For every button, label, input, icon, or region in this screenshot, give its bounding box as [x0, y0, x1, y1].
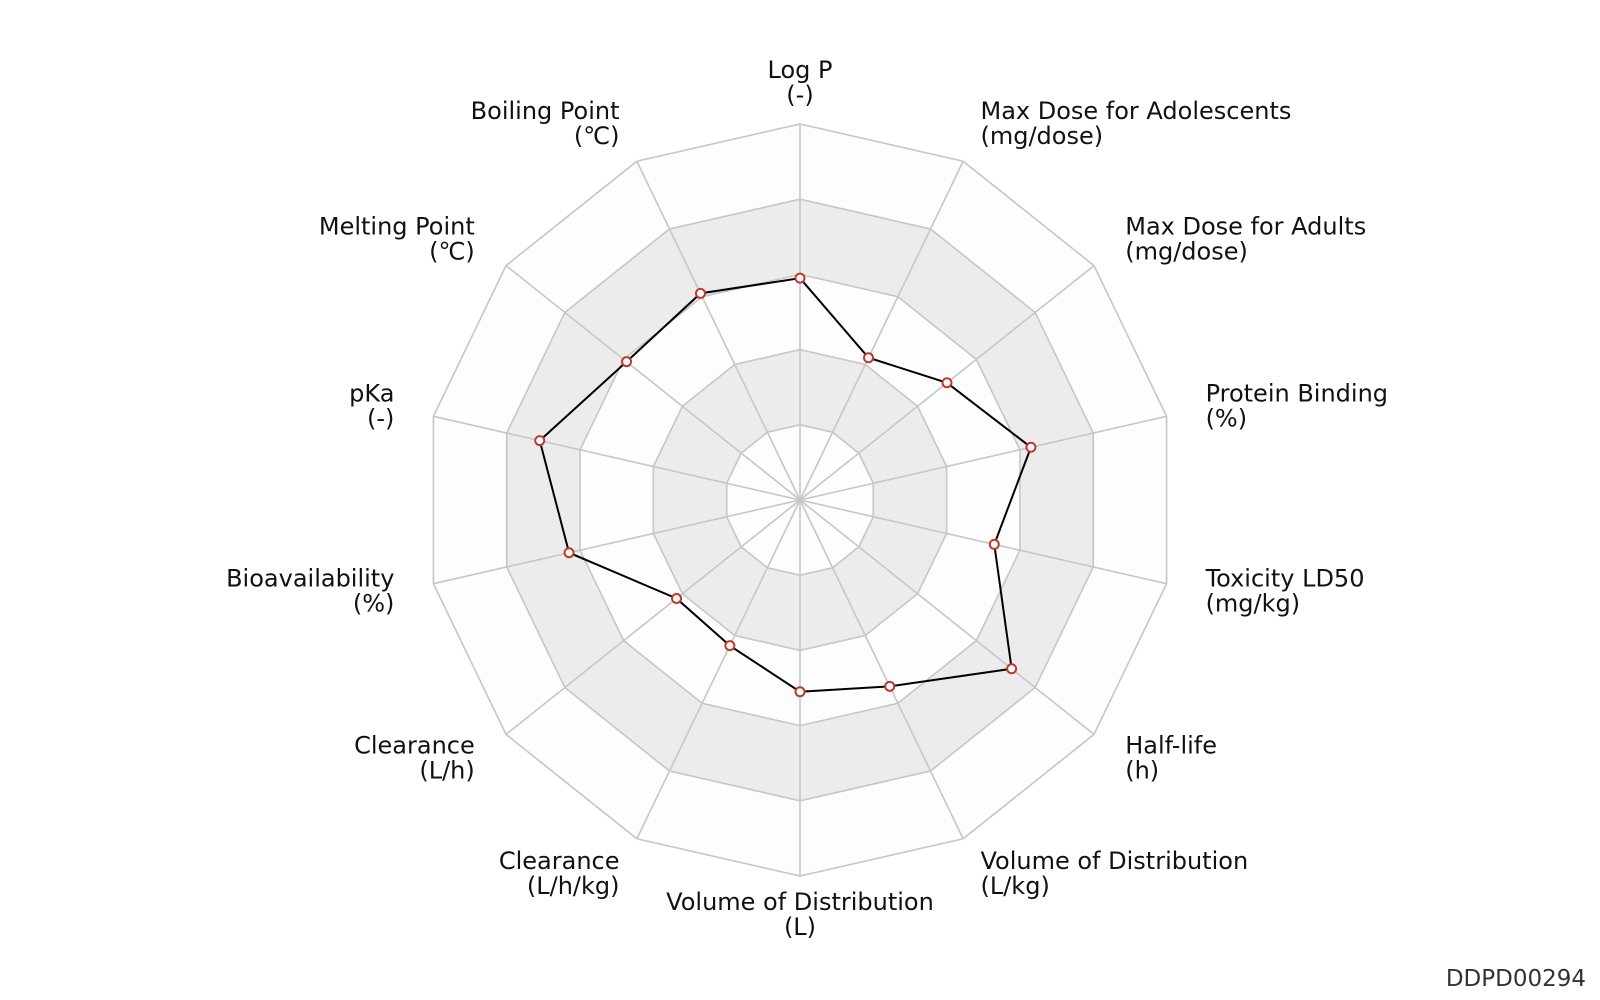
- axis-label: Protein Binding (%): [1206, 379, 1388, 432]
- radar-spoke: [505, 499, 801, 736]
- axis-label-unit: (h): [1125, 756, 1159, 784]
- data-point: [671, 592, 683, 604]
- radar-spoke: [636, 160, 801, 501]
- axis-label-name: Boiling Point: [471, 97, 620, 125]
- axis-label-unit: (-): [367, 404, 394, 432]
- data-point: [621, 356, 633, 368]
- radar-axis-labels: Log P (-)Max Dose for Adolescents (mg/dose…: [226, 56, 1388, 941]
- axis-label-name: pKa: [349, 379, 394, 407]
- radar-spoke: [505, 264, 801, 501]
- axis-label-name: Volume of Distribution: [666, 888, 934, 916]
- axis-label-unit: (℃): [429, 238, 475, 266]
- data-point: [1025, 441, 1037, 453]
- axis-label-unit: (-): [786, 81, 813, 109]
- axis-label: pKa (-): [349, 379, 394, 432]
- data-point: [988, 538, 1000, 550]
- data-point: [563, 547, 575, 559]
- axis-label-name: Melting Point: [319, 213, 475, 241]
- axis-label: Volume of Distribution (L): [666, 888, 934, 941]
- axis-label: Clearance (L/h): [354, 731, 475, 784]
- axis-label-name: Max Dose for Adolescents: [980, 97, 1291, 125]
- axis-label: Toxicity LD50 (mg/kg): [1205, 565, 1365, 618]
- radar-series: [534, 272, 1037, 698]
- radar-spoke: [799, 499, 1095, 736]
- data-point: [1006, 663, 1018, 675]
- axis-label: Volume of Distribution (L/kg): [980, 847, 1248, 900]
- axis-label-unit: (mg/dose): [980, 122, 1103, 150]
- axis-label-name: Max Dose for Adults: [1125, 213, 1366, 241]
- axis-label-name: Clearance: [354, 731, 475, 759]
- axis-label-name: Toxicity LD50: [1205, 565, 1365, 593]
- radar-spoke: [799, 499, 964, 840]
- axis-label-unit: (℃): [574, 122, 620, 150]
- radar-spoke: [433, 499, 801, 585]
- axis-label: Log P (-): [768, 56, 833, 109]
- chart-id-label: DDPD00294: [1445, 966, 1586, 992]
- axis-label: Bioavailability (%): [226, 565, 394, 618]
- axis-label: Max Dose for Adolescents (mg/dose): [980, 97, 1291, 150]
- axis-label-name: Bioavailability: [226, 565, 394, 593]
- radar-spokes: [433, 124, 1167, 876]
- radar-spoke: [799, 499, 1167, 585]
- axis-label-unit: (mg/kg): [1206, 590, 1301, 618]
- axis-label-unit: (%): [353, 590, 395, 618]
- axis-label-name: Clearance: [499, 847, 620, 875]
- axis-label-unit: (%): [1206, 404, 1248, 432]
- data-point: [794, 272, 806, 284]
- radar-spoke: [799, 160, 964, 501]
- axis-label-unit: (mg/dose): [1125, 238, 1248, 266]
- axis-label-name: Volume of Distribution: [980, 847, 1248, 875]
- axis-label-name: Protein Binding: [1206, 379, 1388, 407]
- data-point: [884, 680, 896, 692]
- axis-label: Clearance (L/h/kg): [499, 847, 620, 900]
- axis-label-name: Half-life: [1125, 731, 1217, 759]
- radar-spoke: [799, 415, 1167, 501]
- axis-label-name: Log P: [768, 56, 833, 84]
- axis-label: Melting Point (℃): [319, 213, 475, 266]
- radar-spoke: [636, 499, 801, 840]
- axis-label: Half-life (h): [1125, 731, 1217, 784]
- axis-label-unit: (L/kg): [980, 872, 1049, 900]
- axis-label-unit: (L/h): [419, 756, 474, 784]
- axis-label: Boiling Point (℃): [471, 97, 620, 150]
- data-point: [794, 686, 806, 698]
- axis-label-unit: (L): [784, 913, 816, 941]
- data-point: [534, 435, 546, 447]
- data-point: [863, 352, 875, 364]
- data-point: [724, 640, 736, 652]
- data-point: [941, 377, 953, 389]
- axis-label: Max Dose for Adults (mg/dose): [1125, 213, 1366, 266]
- radar-spoke: [433, 415, 801, 501]
- axis-label-unit: (L/h/kg): [527, 872, 620, 900]
- data-point: [694, 287, 706, 299]
